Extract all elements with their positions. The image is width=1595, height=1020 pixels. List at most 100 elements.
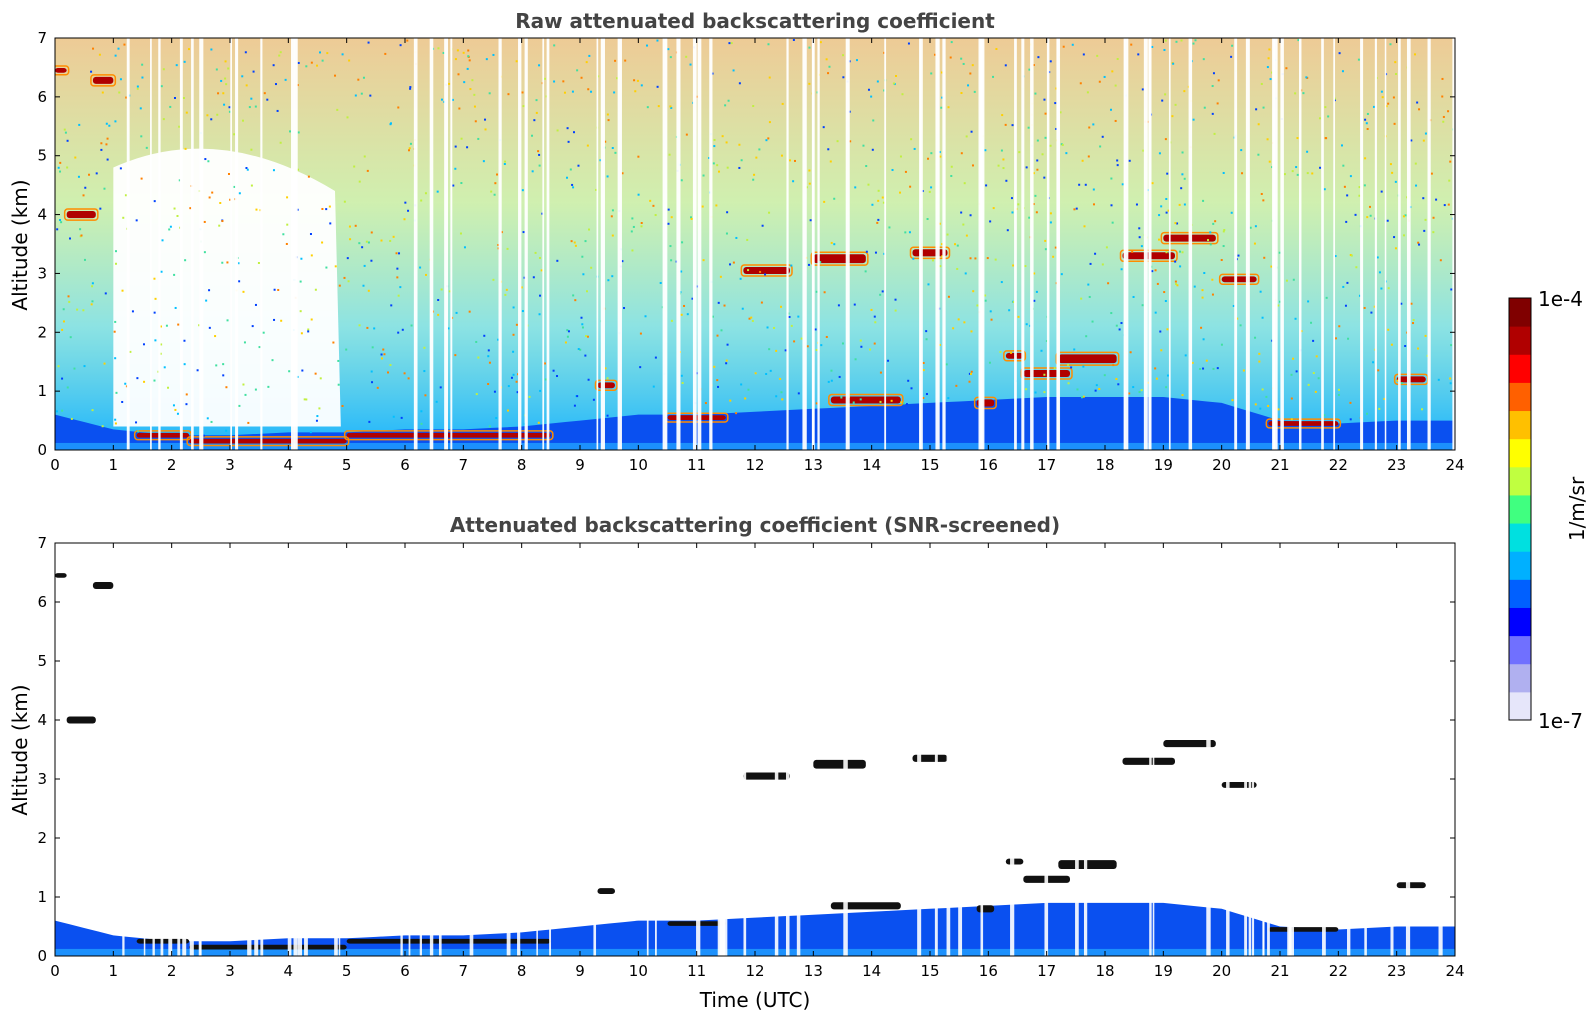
noise-speck — [984, 149, 987, 152]
noise-speck — [271, 359, 274, 362]
noise-speck — [1073, 208, 1076, 211]
noise-speck — [1082, 53, 1085, 56]
noise-speck — [245, 84, 248, 87]
data-gap — [1248, 543, 1252, 956]
noise-speck — [325, 266, 328, 269]
data-gap — [1427, 38, 1431, 450]
noise-speck — [370, 259, 373, 262]
noise-speck — [346, 257, 349, 260]
noise-speck — [409, 86, 412, 89]
noise-speck — [941, 243, 944, 246]
noise-speck — [390, 304, 393, 307]
noise-speck — [1390, 343, 1393, 346]
noise-speck — [606, 414, 609, 417]
noise-speck — [669, 105, 672, 108]
data-gap — [1056, 38, 1059, 450]
noise-speck — [114, 250, 117, 253]
noise-speck — [61, 409, 64, 412]
noise-speck — [1054, 102, 1057, 105]
noise-speck — [1142, 149, 1145, 152]
noise-speck — [588, 228, 591, 231]
noise-speck — [780, 154, 783, 157]
noise-speck — [122, 216, 125, 219]
data-gap — [260, 38, 263, 450]
noise-speck — [1447, 203, 1450, 206]
colorbar-segment — [1509, 607, 1531, 637]
noise-speck — [1107, 282, 1110, 285]
noise-speck — [729, 399, 732, 402]
noise-speck — [142, 343, 145, 346]
noise-speck — [715, 204, 718, 207]
noise-speck — [135, 421, 138, 424]
noise-speck — [484, 128, 487, 131]
cloud-layer — [1058, 860, 1117, 869]
noise-speck — [182, 97, 185, 100]
noise-speck — [61, 377, 64, 380]
noise-speck — [879, 400, 882, 403]
data-gap — [1390, 543, 1394, 956]
noise-speck — [334, 265, 337, 268]
noise-speck — [1285, 67, 1288, 70]
noise-speck — [761, 224, 764, 227]
cloud-layer — [1396, 882, 1426, 889]
noise-speck — [258, 346, 261, 349]
noise-speck — [338, 284, 341, 287]
noise-speck — [101, 425, 104, 428]
noise-speck — [383, 353, 386, 356]
noise-speck — [947, 397, 950, 400]
noise-speck — [104, 292, 107, 295]
noise-speck — [1165, 251, 1168, 254]
noise-speck — [670, 216, 673, 219]
noise-speck — [477, 137, 480, 140]
noise-speck — [1307, 300, 1310, 303]
noise-speck — [532, 276, 535, 279]
noise-speck — [62, 320, 65, 323]
noise-speck — [276, 109, 279, 112]
x-tick-label: 0 — [50, 962, 60, 980]
noise-speck — [420, 422, 423, 425]
noise-speck — [1357, 58, 1360, 61]
noise-speck — [440, 288, 443, 291]
noise-speck — [1163, 48, 1166, 51]
noise-speck — [358, 180, 361, 183]
noise-speck — [1036, 159, 1039, 162]
data-gap — [1075, 543, 1079, 956]
noise-speck — [114, 418, 117, 421]
noise-speck — [1323, 414, 1326, 417]
noise-speck — [244, 51, 247, 54]
noise-speck — [1311, 172, 1314, 175]
noise-speck — [243, 341, 246, 344]
data-gap — [1272, 38, 1276, 450]
colorbar-scale — [1509, 298, 1531, 721]
noise-speck — [250, 148, 253, 151]
noise-speck — [634, 90, 637, 93]
noise-speck — [1154, 311, 1157, 314]
noise-speck — [366, 169, 369, 172]
noise-speck — [1306, 172, 1309, 175]
noise-speck — [300, 257, 303, 260]
noise-speck — [1156, 282, 1159, 285]
noise-speck — [1337, 393, 1340, 396]
noise-speck — [738, 82, 741, 85]
noise-speck — [792, 38, 795, 41]
noise-speck — [1180, 39, 1183, 42]
noise-speck — [696, 95, 699, 98]
noise-speck — [1036, 168, 1039, 171]
noise-speck — [808, 82, 811, 85]
noise-speck — [567, 330, 570, 333]
noise-speck — [1432, 216, 1435, 219]
noise-speck — [652, 204, 655, 207]
noise-speck — [938, 151, 941, 154]
noise-speck — [225, 83, 228, 86]
data-gap — [524, 38, 528, 450]
noise-speck — [1001, 114, 1004, 117]
noise-speck — [1376, 256, 1379, 259]
x-tick-label: 18 — [1095, 962, 1114, 980]
noise-speck — [990, 318, 993, 321]
noise-speck — [967, 84, 970, 87]
noise-speck — [1010, 197, 1013, 200]
noise-speck — [1035, 290, 1038, 293]
noise-speck — [55, 410, 58, 413]
noise-speck — [604, 367, 607, 370]
noise-speck — [747, 269, 750, 272]
